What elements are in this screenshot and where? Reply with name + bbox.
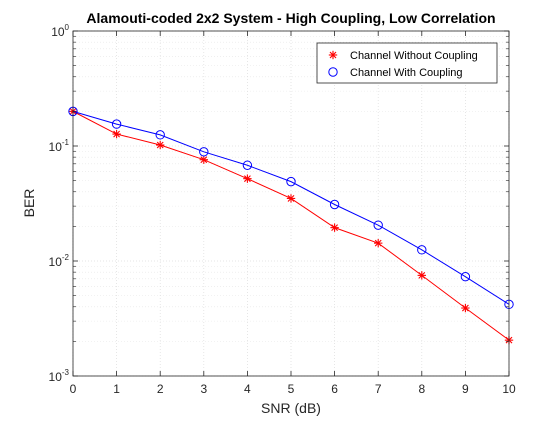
circle-marker [155,130,165,140]
asterisk-stroke [287,195,295,202]
circle-marker-shape [242,160,253,170]
circle-marker-shape [417,245,427,255]
circle-marker-shape [329,199,340,210]
y-tick-label: 10-3 [49,368,70,384]
y-tick-label: 10-2 [49,253,70,269]
asterisk-stroke [418,271,426,279]
circle-marker [111,119,122,129]
asterisk-stroke [331,224,339,232]
series-layer [68,106,514,345]
circle-marker-shape [286,176,296,187]
asterisk-stroke [374,239,382,247]
asterisk-stroke [113,130,121,138]
legend: Channel Without Coupling Channel With Cou… [316,42,498,84]
y-tick-label: 100 [51,23,69,39]
circle-marker [286,176,296,187]
circle-marker [242,160,253,170]
legend-label-1: Channel Without Coupling [350,50,478,62]
x-axis-label: SNR (dB) [261,400,321,416]
chart-title: Alamouti-coded 2x2 System - High Couplin… [86,10,495,26]
x-tick-label: 0 [70,382,77,396]
y-axis-label: BER [21,189,37,218]
asterisk-marker [461,303,470,313]
circle-marker-shape [111,119,122,129]
x-tick-label: 3 [200,382,207,396]
asterisk-stroke [156,141,164,149]
circle-marker [460,272,471,282]
asterisk-marker [374,238,383,248]
circle-marker [328,67,338,77]
circle-marker-shape [328,67,338,77]
ticks: 0 1 2 3 4 5 6 7 8 9 10 10-3 10-2 10-1 100 [49,23,516,396]
x-tick-label: 6 [331,382,338,396]
asterisk-marker [286,194,296,203]
x-tick-label: 8 [418,382,425,396]
asterisk-marker [199,155,208,164]
circle-marker-shape [199,147,209,157]
circle-marker [373,220,383,230]
x-tick-label: 10 [502,382,516,396]
asterisk-marker [328,50,338,60]
series-line-2 [72,110,510,305]
circle-marker-shape [373,220,383,230]
grid [72,30,510,377]
legend-label-2: Channel With Coupling [350,67,463,79]
x-tick-label: 1 [113,382,120,396]
x-tick-label: 9 [462,382,469,396]
y-tick-label: 10-1 [49,138,70,154]
legend-box [316,42,498,84]
circle-marker [329,199,340,210]
asterisk-stroke [243,175,251,183]
asterisk-stroke [461,304,469,312]
asterisk-marker [417,271,426,280]
asterisk-stroke [329,51,337,59]
asterisk-stroke [200,156,208,164]
x-tick-label: 7 [375,382,382,396]
x-tick-label: 2 [157,382,164,396]
x-tick-label: 5 [288,382,295,396]
asterisk-marker [330,223,339,232]
asterisk-marker [243,174,252,183]
circle-marker-shape [155,130,165,140]
x-tick-label: 4 [244,382,251,396]
asterisk-marker [112,129,121,139]
circle-marker [417,245,427,255]
circle-marker-shape [460,272,471,282]
asterisk-marker [156,140,165,150]
circle-marker [199,147,209,157]
